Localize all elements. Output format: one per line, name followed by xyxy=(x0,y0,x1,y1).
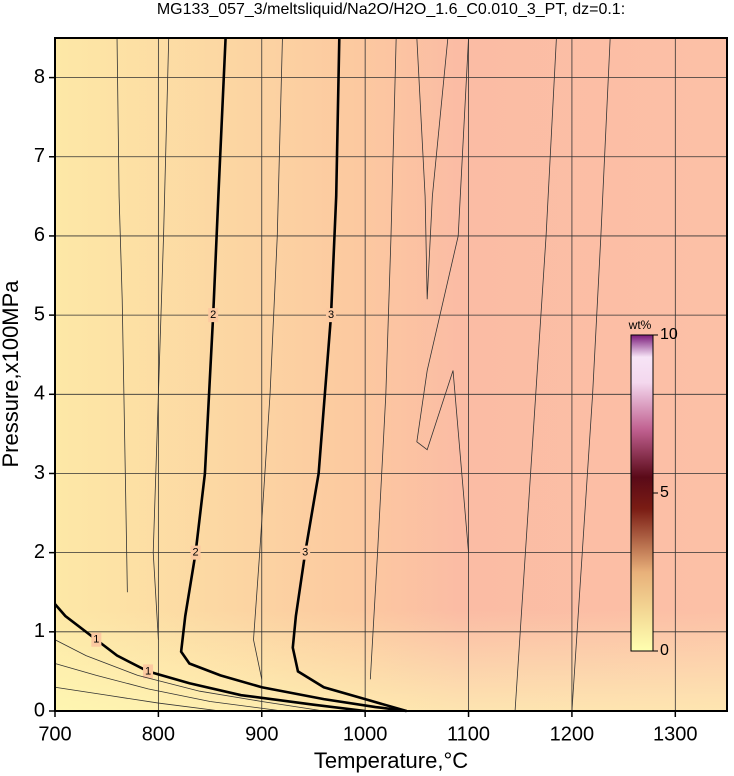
contour-label: 3 xyxy=(302,547,308,559)
plot-shade xyxy=(55,38,727,711)
contour-line xyxy=(116,37,128,593)
colorbar-tick-label: 0 xyxy=(660,642,669,659)
contour-line xyxy=(54,686,221,712)
contour-line xyxy=(571,37,611,712)
x-tick-label: 1300 xyxy=(653,723,698,745)
y-tick-label: 6 xyxy=(34,224,45,246)
contour-label-bg xyxy=(190,545,201,560)
contour-line xyxy=(54,639,324,712)
x-tick-label: 900 xyxy=(245,723,278,745)
y-tick-label: 5 xyxy=(34,303,45,325)
contour-line xyxy=(416,37,449,300)
contour-label-bg xyxy=(91,632,102,647)
contour-line xyxy=(416,37,469,553)
contour-line xyxy=(54,663,283,712)
contour-label: 2 xyxy=(193,547,199,559)
contour-label: 2 xyxy=(210,309,216,321)
contour-line xyxy=(152,37,170,640)
x-tick-label: 700 xyxy=(38,723,71,745)
contour-label-bg xyxy=(208,308,219,323)
x-tick-label: 1200 xyxy=(550,723,595,745)
y-tick-label: 1 xyxy=(34,620,45,642)
contour-label: 1 xyxy=(145,665,151,677)
y-tick-label: 2 xyxy=(34,541,45,563)
contour-label-bg xyxy=(143,664,154,679)
y-tick-label: 8 xyxy=(34,66,45,88)
contour-line-major xyxy=(291,37,407,713)
contour-label: 3 xyxy=(328,309,334,321)
y-tick-label: 7 xyxy=(34,145,45,167)
x-tick-label: 1100 xyxy=(447,723,490,745)
y-axis-title: Pressure,x100MPa xyxy=(0,280,23,468)
x-tick-label: 1000 xyxy=(343,723,388,745)
contour-line xyxy=(253,37,283,680)
contour-label: 1 xyxy=(93,634,99,646)
contour-label-bg xyxy=(326,308,337,323)
colorbar-tick-label: 10 xyxy=(660,326,678,343)
plot-frame xyxy=(54,37,728,712)
y-tick-label: 3 xyxy=(34,462,45,484)
y-tick-label: 4 xyxy=(34,383,45,405)
chart-title: MG133_057_3/meltsliquid/Na2O/H2O_1.6_C0.… xyxy=(157,1,625,18)
contour-label-bg xyxy=(300,545,311,560)
colorbar xyxy=(630,334,654,652)
y-tick-label: 0 xyxy=(34,699,45,721)
colorbar-label: wt% xyxy=(628,318,652,332)
colorbar-tick-label: 5 xyxy=(660,484,669,501)
x-tick-label: 800 xyxy=(142,723,175,745)
x-axis-title: Temperature,°C xyxy=(314,748,468,773)
contour-line xyxy=(369,37,397,680)
contour-line xyxy=(514,37,557,712)
